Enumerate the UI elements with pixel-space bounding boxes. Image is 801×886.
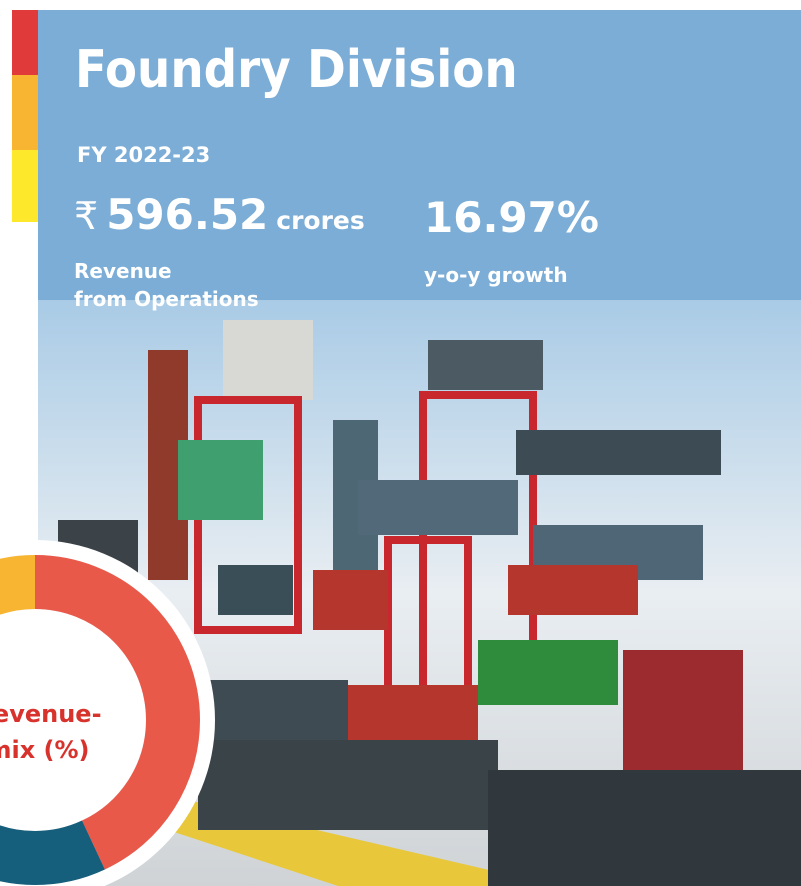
header-panel bbox=[38, 10, 801, 300]
growth-value: 16.97% bbox=[424, 193, 599, 242]
label-line: Revenue bbox=[74, 259, 172, 283]
growth-label: y-o-y growth bbox=[424, 263, 568, 287]
donut-label: Revenue- bbox=[0, 700, 102, 728]
revenue-unit: crores bbox=[276, 206, 365, 235]
revenue-value: 596.52 bbox=[106, 190, 269, 239]
label-line: from Operations bbox=[74, 287, 259, 311]
color-bar-red bbox=[12, 10, 38, 75]
revenue-row: ₹ 596.52 crores bbox=[74, 190, 365, 240]
color-bar-orange bbox=[12, 75, 38, 150]
color-bar-yellow bbox=[12, 150, 38, 222]
revenue-label: Revenue from Operations bbox=[74, 257, 259, 313]
title: Foundry Division bbox=[75, 40, 518, 100]
currency: ₹ bbox=[74, 194, 99, 238]
period: FY 2022-23 bbox=[77, 143, 211, 167]
donut-label: mix (%) bbox=[0, 736, 90, 764]
